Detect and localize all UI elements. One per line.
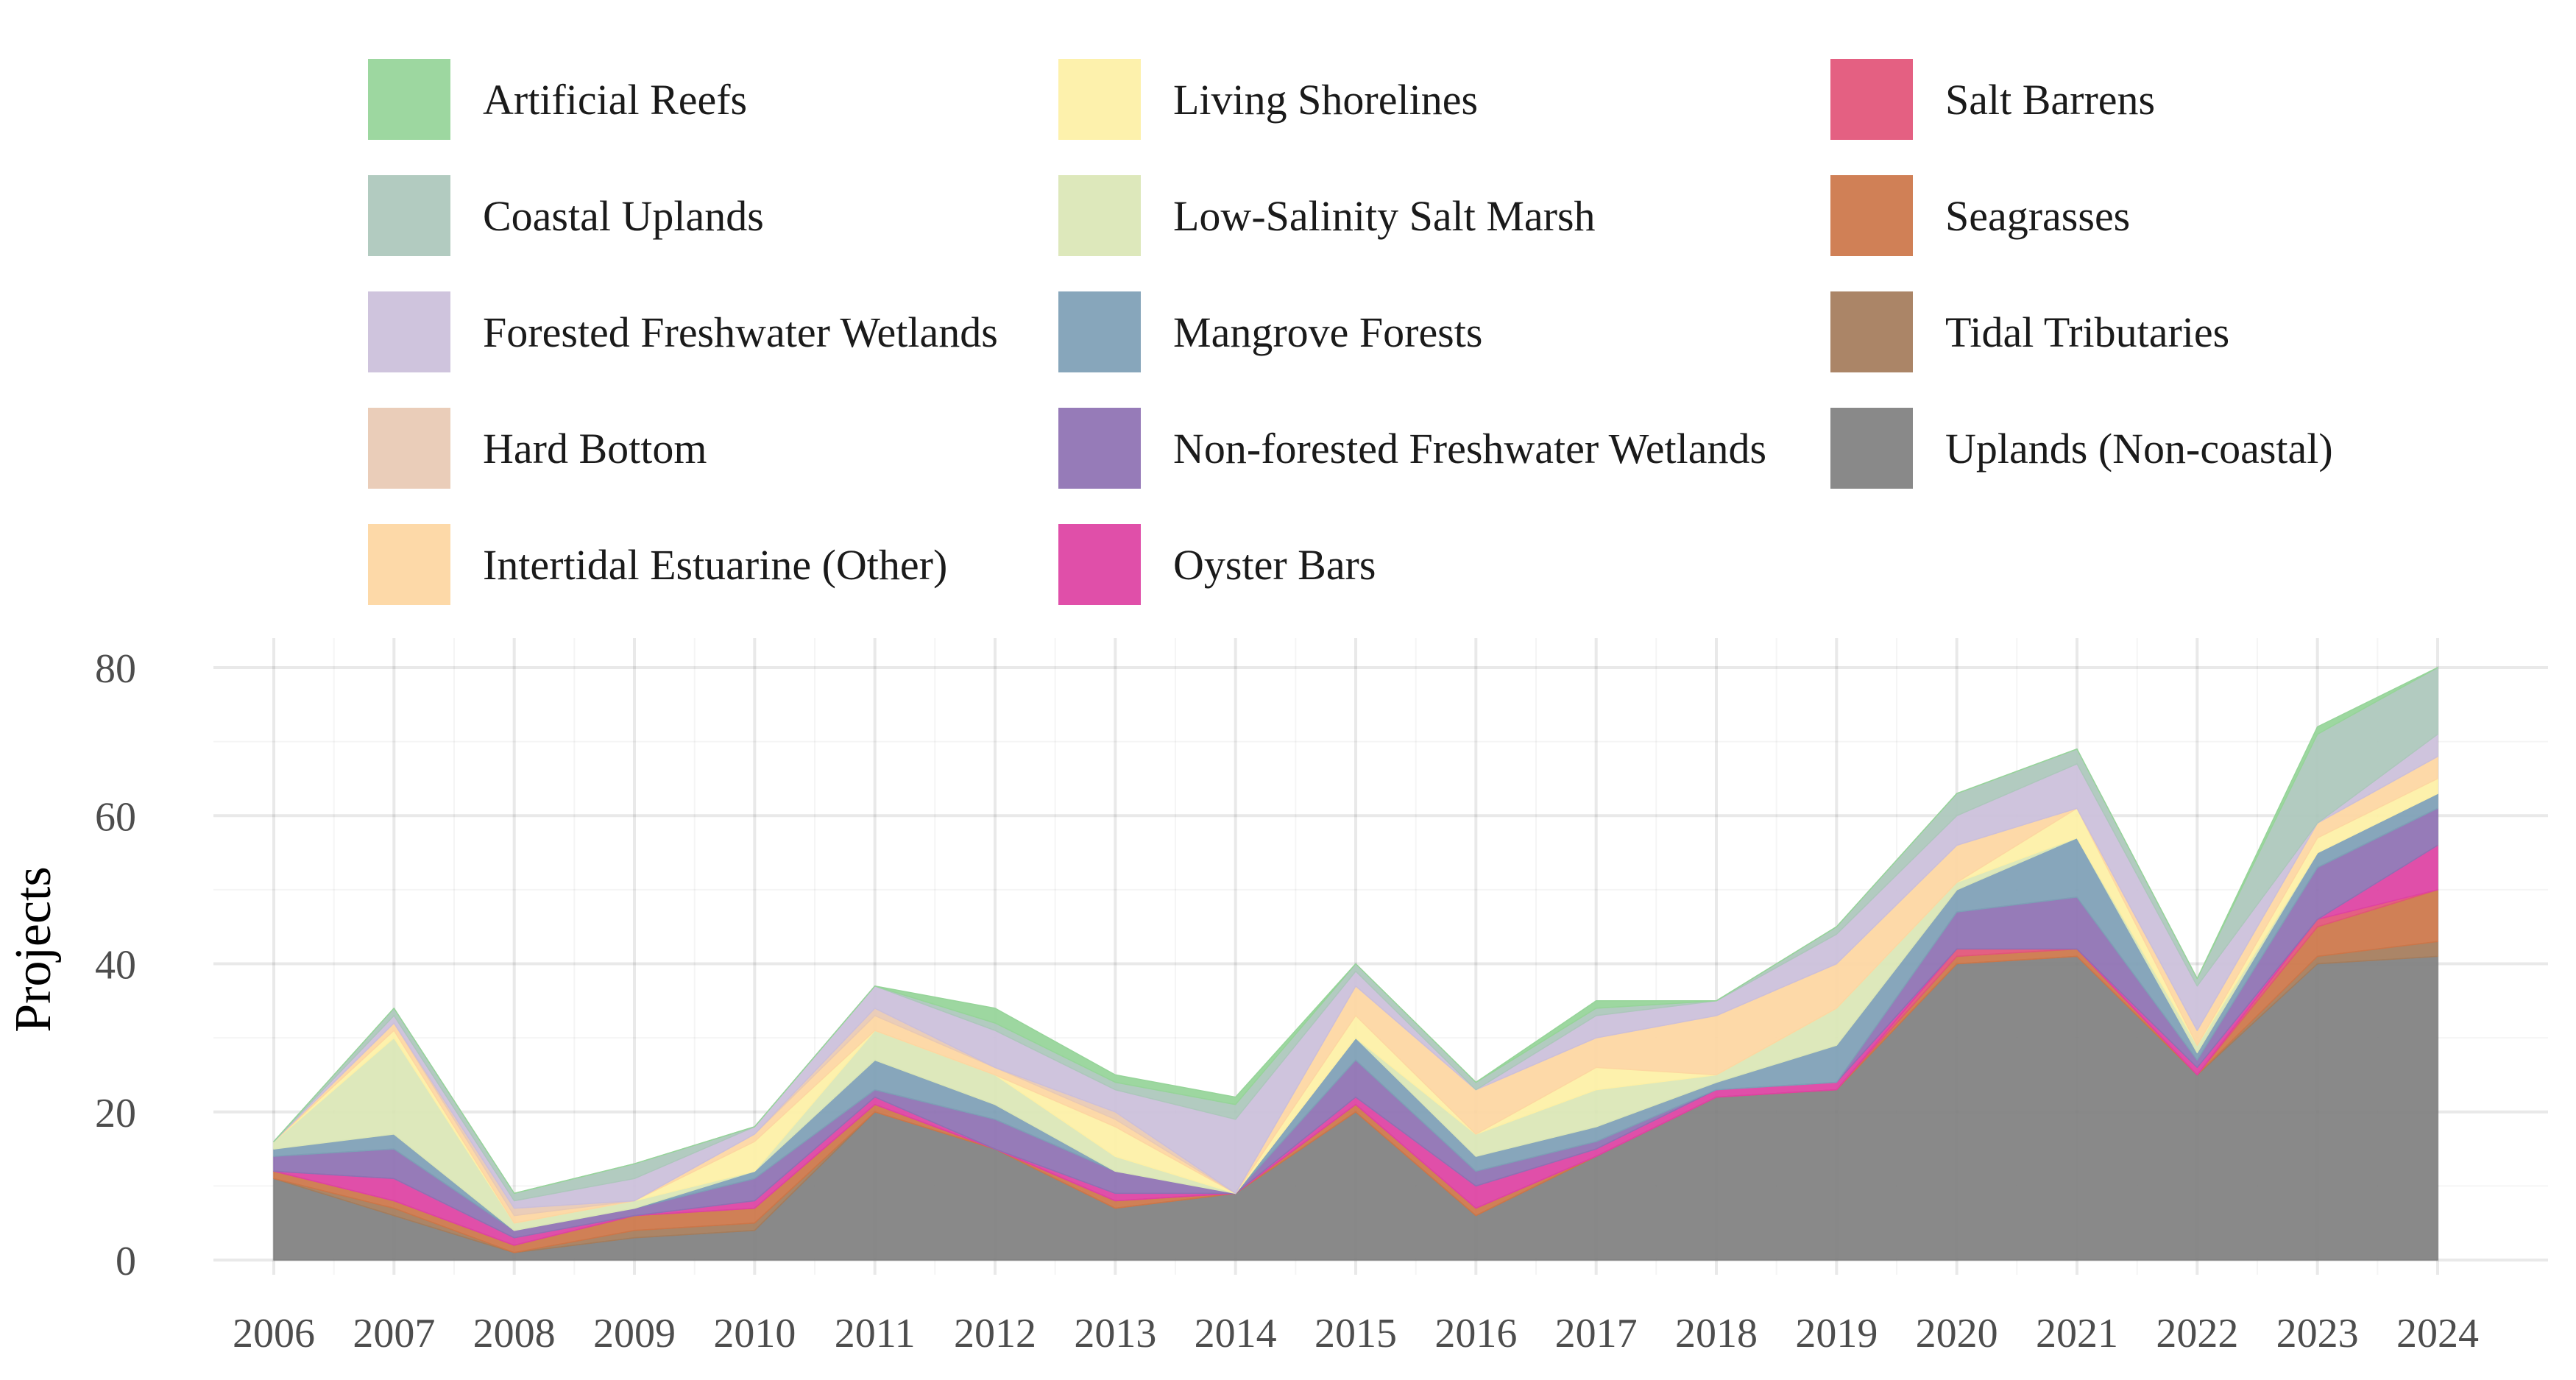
x-tick-label: 2008	[473, 1311, 556, 1356]
x-tick-label: 2017	[1555, 1311, 1638, 1356]
legend-swatch	[1830, 291, 1913, 372]
x-tick-label: 2020	[1916, 1311, 1998, 1356]
legend-swatch	[1058, 408, 1141, 489]
legend-label: Artificial Reefs	[483, 76, 747, 124]
legend-item-hard-bottom: Hard Bottom	[368, 408, 707, 489]
x-tick-label: 2015	[1314, 1311, 1397, 1356]
legend-item-low-salinity-salt-marsh: Low-Salinity Salt Marsh	[1058, 175, 1596, 256]
y-tick-label: 20	[95, 1091, 136, 1136]
legend-item-coastal-uplands: Coastal Uplands	[368, 175, 764, 256]
legend-label: Mangrove Forests	[1173, 308, 1482, 356]
legend-swatch	[1058, 59, 1141, 140]
legend: Artificial Reefs Coastal Uplands Forested …	[368, 59, 2333, 605]
legend-swatch	[368, 175, 450, 256]
x-tick-label: 2019	[1795, 1311, 1878, 1356]
x-tick-label: 2024	[2396, 1311, 2479, 1356]
x-tick-label: 2021	[2036, 1311, 2118, 1356]
y-tick-label: 80	[95, 646, 136, 692]
x-tick-label: 2023	[2276, 1311, 2359, 1356]
x-tick-label: 2010	[713, 1311, 796, 1356]
legend-swatch	[368, 408, 450, 489]
legend-item-uplands-non-coastal: Uplands (Non-coastal)	[1830, 408, 2333, 489]
legend-label: Coastal Uplands	[483, 192, 764, 240]
legend-swatch	[1058, 291, 1141, 372]
x-tick-label: 2012	[954, 1311, 1036, 1356]
legend-swatch	[1830, 175, 1913, 256]
x-tick-label: 2013	[1074, 1311, 1156, 1356]
legend-label: Forested Freshwater Wetlands	[483, 308, 998, 356]
legend-item-living-shorelines: Living Shorelines	[1058, 59, 1478, 140]
x-tick-label: 2014	[1195, 1311, 1277, 1356]
legend-label: Oyster Bars	[1173, 541, 1376, 589]
x-tick-label: 2006	[233, 1311, 315, 1356]
legend-item-non-forested-freshwater-wetlands: Non-forested Freshwater Wetlands	[1058, 408, 1766, 489]
legend-item-intertidal-estuarine-other: Intertidal Estuarine (Other)	[368, 524, 947, 605]
legend-label: Tidal Tributaries	[1945, 308, 2229, 356]
legend-item-forested-freshwater-wetlands: Forested Freshwater Wetlands	[368, 291, 998, 372]
legend-label: Living Shorelines	[1173, 76, 1478, 124]
legend-swatch	[1058, 524, 1141, 605]
legend-label: Uplands (Non-coastal)	[1945, 425, 2333, 473]
legend-label: Hard Bottom	[483, 425, 707, 473]
legend-item-tidal-tributaries: Tidal Tributaries	[1830, 291, 2229, 372]
y-axis-title: Projects	[5, 866, 62, 1033]
legend-label: Intertidal Estuarine (Other)	[483, 541, 947, 589]
legend-item-mangrove-forests: Mangrove Forests	[1058, 291, 1482, 372]
legend-swatch	[368, 59, 450, 140]
y-axis-ticks: 0 20 40 60 80	[95, 646, 136, 1284]
legend-swatch	[368, 524, 450, 605]
legend-item-artificial-reefs: Artificial Reefs	[368, 59, 747, 140]
legend-swatch	[1830, 59, 1913, 140]
legend-item-salt-barrens: Salt Barrens	[1830, 59, 2155, 140]
legend-label: Seagrasses	[1945, 192, 2130, 240]
x-axis-ticks: 2006 2007 2008 2009 2010 2011 2012 2013 2014 2015…	[233, 1311, 2479, 1356]
x-tick-label: 2011	[835, 1311, 916, 1356]
y-tick-label: 0	[116, 1239, 136, 1284]
legend-label: Salt Barrens	[1945, 76, 2155, 124]
legend-label: Low-Salinity Salt Marsh	[1173, 192, 1596, 240]
area-artificial-reefs	[273, 667, 2438, 1195]
plot-areas	[273, 667, 2438, 1261]
x-tick-label: 2022	[2156, 1311, 2238, 1356]
x-tick-label: 2018	[1675, 1311, 1758, 1356]
x-tick-label: 2016	[1434, 1311, 1517, 1356]
legend-label: Non-forested Freshwater Wetlands	[1173, 425, 1766, 473]
y-tick-label: 40	[95, 943, 136, 988]
x-tick-label: 2007	[353, 1311, 435, 1356]
y-tick-label: 60	[95, 794, 136, 840]
legend-item-oyster-bars: Oyster Bars	[1058, 524, 1376, 605]
legend-swatch	[1058, 175, 1141, 256]
legend-swatch	[1830, 408, 1913, 489]
legend-item-seagrasses: Seagrasses	[1830, 175, 2130, 256]
x-tick-label: 2009	[593, 1311, 676, 1356]
legend-swatch	[368, 291, 450, 372]
